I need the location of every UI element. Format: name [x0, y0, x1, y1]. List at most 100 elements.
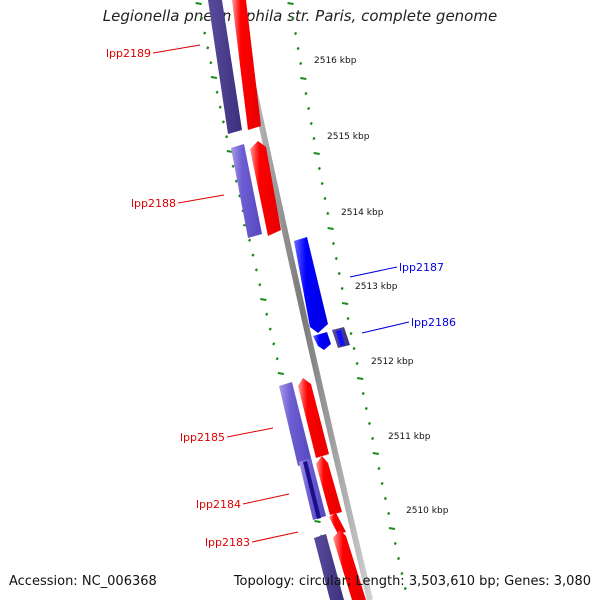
- ring-dash: [231, 164, 235, 168]
- gene-arrow-right: [336, 330, 345, 346]
- tick-label: 2515 kbp: [327, 132, 370, 142]
- gene-label-lpp2183[interactable]: lpp2183: [205, 536, 250, 549]
- gene-feature-lpp2185[interactable]: [279, 378, 329, 466]
- ring-dash: [251, 253, 255, 257]
- ring-dash: [320, 181, 324, 186]
- gene-label-lpp2189[interactable]: lpp2189: [106, 47, 151, 60]
- ring-dash: [268, 327, 272, 331]
- ring-dash: [296, 46, 300, 51]
- map-title: Legionella pneumophila str. Paris, compl…: [102, 7, 498, 25]
- genome-summary: Topology: circular; Length: 3,503,610 bp…: [233, 574, 591, 589]
- tick-label: 2512 kbp: [371, 357, 414, 367]
- ring-dash: [372, 452, 379, 455]
- gene-feature-lpp2184[interactable]: [299, 456, 342, 520]
- ring-dash: [304, 91, 308, 96]
- gene-feature-lpp2188[interactable]: [231, 141, 281, 238]
- gene-shadow: [231, 144, 262, 238]
- gene-shadow: [208, 0, 242, 134]
- gene-leader-lines: [152, 44, 410, 543]
- gene-label-lpp2184[interactable]: lpp2184: [196, 498, 241, 511]
- length-value: 3,503,610 bp: [408, 574, 496, 589]
- ring-dash: [383, 496, 387, 501]
- gene-shadow-inner: [303, 461, 321, 519]
- ring-dash: [248, 238, 252, 242]
- tick-label: 2511 kbp: [388, 432, 431, 442]
- ring-dash: [221, 120, 225, 124]
- accession-text: Accession: NC_006368: [9, 574, 157, 589]
- ring-dash: [260, 298, 267, 301]
- tick-label: 2514 kbp: [341, 208, 384, 218]
- ring-dash: [340, 286, 344, 291]
- ring-dash: [326, 211, 330, 216]
- ring-dash: [397, 556, 401, 561]
- gene-arrow-short: [329, 513, 346, 534]
- gene-labels: lpp2189 lpp2188 lpp2187 lpp2186 lpp2185 …: [106, 47, 456, 549]
- gene-shadow: [314, 534, 344, 600]
- gene-arrow: [298, 378, 329, 458]
- ring-dash: [380, 481, 384, 486]
- ring-dash: [403, 586, 407, 591]
- ring-dash: [346, 316, 350, 321]
- ring-dash: [364, 406, 368, 411]
- ring-dash: [299, 61, 303, 66]
- ring-dash: [388, 527, 396, 530]
- ring-dash: [275, 357, 279, 361]
- ring-dash: [210, 76, 218, 79]
- genes-count: 3,080: [553, 574, 591, 589]
- ring-dash: [209, 61, 213, 65]
- ring-dash: [387, 511, 391, 516]
- ring-dash: [307, 106, 311, 111]
- ring-dash: [225, 135, 229, 139]
- ring-dash: [200, 16, 204, 20]
- ring-dash: [377, 466, 381, 471]
- ring-dash: [356, 377, 364, 380]
- gene-shadow: [279, 382, 312, 466]
- ring-dash: [293, 31, 298, 36]
- ring-dash: [258, 283, 262, 287]
- ring-dash: [312, 136, 316, 141]
- gene-arrow: [333, 530, 366, 600]
- gene-feature-lpp2187[interactable]: [294, 237, 328, 333]
- ring-dash: [206, 46, 210, 50]
- ring-dash: [331, 241, 336, 246]
- ring-dash: [371, 436, 375, 441]
- ring-dash: [215, 90, 219, 94]
- ring-dash: [254, 268, 258, 272]
- accession-label: Accession:: [9, 574, 78, 589]
- accession-value: NC_006368: [81, 574, 157, 589]
- ring-dash: [337, 271, 341, 276]
- ring-dash: [327, 227, 334, 230]
- gene-arrow-left: [313, 332, 331, 350]
- tick-label: 2513 kbp: [355, 282, 398, 292]
- gene-label-lpp2187[interactable]: lpp2187: [399, 261, 444, 274]
- ring-dash: [400, 571, 404, 576]
- ring-dash: [367, 421, 372, 426]
- genes-label: Genes:: [504, 574, 550, 589]
- topology-label: Topology:: [233, 574, 295, 589]
- ring-dash: [287, 2, 294, 5]
- ring-dash: [334, 256, 338, 261]
- gene-arrow: [232, 0, 261, 130]
- gene-arrow: [250, 141, 281, 236]
- gene-feature-lpp2189[interactable]: [208, 0, 261, 134]
- gene-label-lpp2185[interactable]: lpp2185: [180, 431, 225, 444]
- tick-label: 2516 kbp: [314, 56, 357, 66]
- ring-dash: [234, 179, 238, 183]
- ring-dash: [272, 342, 276, 346]
- ring-dash: [313, 152, 320, 155]
- gene-feature-lpp2186[interactable]: [313, 327, 350, 350]
- gene-label-lpp2188[interactable]: lpp2188: [131, 197, 176, 210]
- ring-dash: [341, 302, 349, 305]
- ring-dash: [355, 361, 359, 366]
- gene-feature-lpp2183[interactable]: [314, 513, 366, 600]
- tick-labels: 2516 kbp 2515 kbp 2514 kbp 2513 kbp 2512…: [314, 56, 449, 516]
- ring-dash: [291, 16, 295, 21]
- ring-dash: [195, 2, 202, 5]
- ring-dash: [203, 31, 207, 35]
- ring-dash: [352, 346, 356, 351]
- ring-dash: [393, 541, 397, 546]
- ring-dash: [300, 77, 307, 80]
- length-label: Length:: [355, 574, 405, 589]
- gene-label-lpp2186[interactable]: lpp2186: [411, 316, 456, 329]
